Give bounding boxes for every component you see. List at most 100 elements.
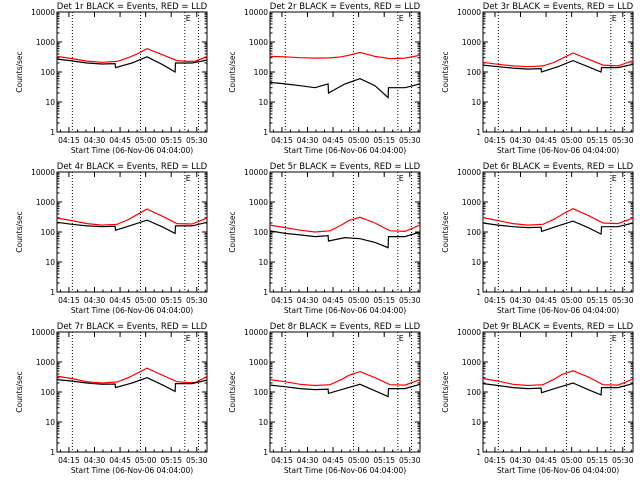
panel-det-7r: Det 7r BLACK = Events, RED = LLD 1 10 100 10… [15,322,208,475]
x-tick-label: 05:00 [135,136,157,145]
e-marker-label: E [612,14,617,23]
y-tick-label: 1 [50,288,55,297]
y-tick-label: 1 [476,128,481,137]
x-tick-label: 05:00 [348,456,370,465]
x-tick-label: 05:15 [373,296,395,305]
x-tick-label: 04:45 [109,296,131,305]
series-events [56,377,208,393]
series-events [269,230,421,249]
x-axis-label: Start Time (06-Nov-06 04:04:00) [71,466,193,475]
x-tick-label: 04:15 [58,456,80,465]
y-tick-label: 10000 [244,8,268,17]
x-axis-label: Start Time (06-Nov-06 04:04:00) [497,146,619,155]
y-tick-label: 10 [45,98,55,107]
x-tick-label: 04:45 [109,456,131,465]
y-tick-label: 100 [467,388,482,397]
y-tick-label: 10000 [244,328,268,337]
x-tick-label: 05:30 [186,136,208,145]
x-tick-label: 04:15 [484,136,506,145]
series-events [482,220,634,236]
x-tick-label: 04:30 [84,456,106,465]
e-marker-label: E [399,334,404,343]
y-axis-label: Counts/sec [15,371,24,412]
x-tick-label: 04:15 [484,456,506,465]
e-marker-label: E [399,174,404,183]
y-axis-label: Counts/sec [441,51,450,92]
y-tick-label: 10 [45,418,55,427]
x-tick-label: 05:15 [160,136,182,145]
x-tick-label: 05:30 [186,296,208,305]
x-tick-label: 04:45 [322,136,344,145]
panel-det-3r: Det 3r BLACK = Events, RED = LLD 1 10 100 10… [441,2,634,155]
e-marker-label: E [612,174,617,183]
y-axis-label: Counts/sec [441,211,450,252]
panel-det-9r: Det 9r BLACK = Events, RED = LLD 1 10 100 10… [441,322,634,475]
x-tick-label: 04:30 [84,296,106,305]
y-tick-label: 1000 [249,198,268,207]
series-events [56,56,208,74]
y-tick-label: 100 [254,68,269,77]
y-tick-label: 10 [258,98,268,107]
series-lld [269,216,421,233]
x-tick-label: 04:15 [58,136,80,145]
x-tick-label: 04:30 [297,456,319,465]
series-lld [482,208,634,226]
x-tick-label: 05:15 [586,456,608,465]
x-tick-label: 05:30 [399,296,421,305]
x-tick-label: 04:15 [271,136,293,145]
x-tick-label: 05:15 [160,296,182,305]
x-tick-label: 05:00 [348,296,370,305]
y-tick-label: 1 [476,448,481,457]
y-tick-label: 1000 [249,358,268,367]
y-tick-label: 1000 [36,198,55,207]
y-tick-label: 100 [467,68,482,77]
series-lld [56,367,208,384]
x-tick-label: 04:30 [84,136,106,145]
x-tick-label: 05:30 [612,456,634,465]
x-tick-label: 05:00 [135,456,157,465]
e-marker-label: E [186,174,191,183]
y-tick-label: 10 [471,418,481,427]
x-tick-label: 04:15 [271,456,293,465]
series-events [269,383,421,398]
x-tick-label: 04:30 [510,296,532,305]
x-tick-label: 04:45 [535,456,557,465]
y-tick-label: 1000 [36,38,55,47]
y-tick-label: 1000 [462,198,481,207]
x-tick-label: 04:30 [510,456,532,465]
y-tick-label: 10000 [31,328,55,337]
y-tick-label: 1 [50,128,55,137]
y-tick-label: 100 [41,68,56,77]
y-axis-label: Counts/sec [228,51,237,92]
series-events [482,59,634,73]
plot-title: Det 1r BLACK = Events, RED = LLD [57,2,208,12]
y-tick-label: 1 [263,128,268,137]
y-tick-label: 1000 [249,38,268,47]
y-tick-label: 100 [467,228,482,237]
series-lld [56,48,208,63]
x-axis-label: Start Time (06-Nov-06 04:04:00) [497,306,619,315]
panel-det-8r: Det 8r BLACK = Events, RED = LLD 1 10 100 10… [228,322,421,475]
series-events [269,78,421,99]
y-tick-label: 10 [258,418,268,427]
x-tick-label: 04:15 [58,296,80,305]
y-tick-label: 10 [258,258,268,267]
y-tick-label: 1 [263,288,268,297]
x-tick-label: 04:30 [297,136,319,145]
y-tick-label: 1000 [36,358,55,367]
e-marker-label: E [612,334,617,343]
plot-title: Det 7r BLACK = Events, RED = LLD [57,322,208,332]
x-tick-label: 05:15 [373,136,395,145]
y-tick-label: 1 [263,448,268,457]
plot-title: Det 4r BLACK = Events, RED = LLD [57,162,208,172]
x-tick-label: 05:00 [561,136,583,145]
series-events [56,219,208,235]
y-tick-label: 1 [476,288,481,297]
x-tick-label: 05:00 [561,456,583,465]
x-tick-label: 04:45 [322,456,344,465]
e-marker-label: E [186,334,191,343]
y-axis-label: Counts/sec [228,211,237,252]
y-tick-label: 100 [41,228,56,237]
panel-det-2r: Det 2r BLACK = Events, RED = LLD 1 10 100 10… [228,2,421,155]
y-axis-label: Counts/sec [441,371,450,412]
